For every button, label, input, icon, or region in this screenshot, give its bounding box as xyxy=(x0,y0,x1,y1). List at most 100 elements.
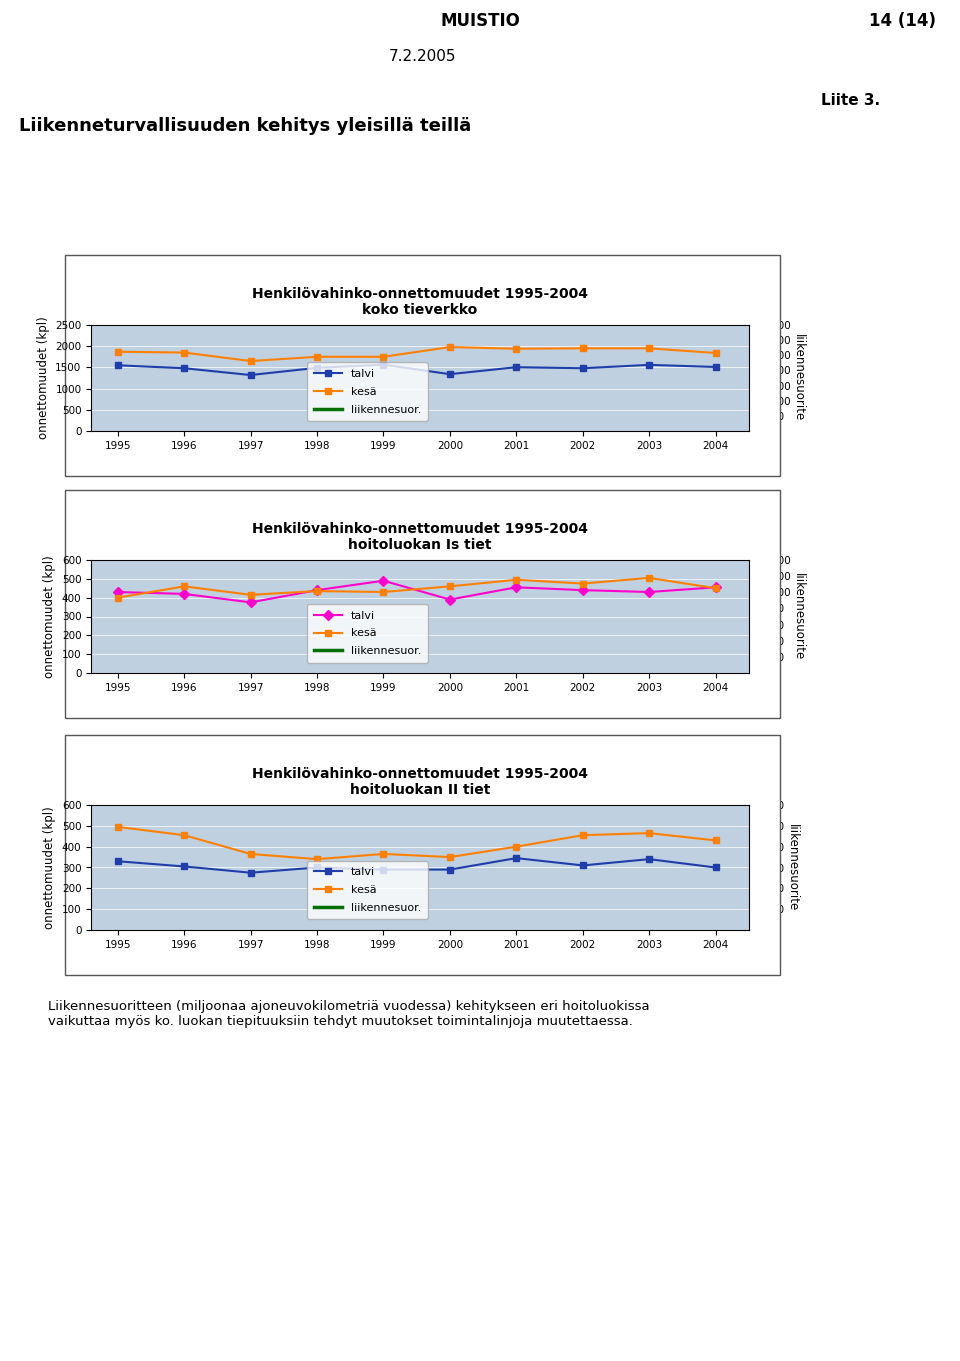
liikennesuor. xyxy=(444,577,456,593)
liikennesuor. xyxy=(311,351,323,367)
talvi xyxy=(377,862,389,878)
talvi xyxy=(511,359,522,376)
Text: MUISTIO: MUISTIO xyxy=(440,11,520,30)
Line: talvi: talvi xyxy=(114,577,719,606)
kesä xyxy=(179,578,190,595)
kesä xyxy=(377,845,389,862)
talvi xyxy=(112,584,124,600)
talvi xyxy=(643,357,655,373)
kesä xyxy=(444,339,456,355)
kesä xyxy=(643,340,655,357)
Y-axis label: liikennesuorite: liikennesuorite xyxy=(785,823,799,911)
liikennesuor. xyxy=(577,569,588,585)
Text: Liikenneturvallisuuden kehitys yleisillä teillä: Liikenneturvallisuuden kehitys yleisillä… xyxy=(19,117,471,135)
talvi xyxy=(179,361,190,377)
kesä xyxy=(643,570,655,587)
liikennesuor. xyxy=(112,361,124,377)
Text: Liikennesuoritteen (miljoonaa ajoneuvokilometriä vuodessa) kehitykseen eri hoito: Liikennesuoritteen (miljoonaa ajoneuvoki… xyxy=(48,1000,650,1028)
liikennesuor. xyxy=(444,343,456,359)
talvi xyxy=(709,359,721,376)
liikennesuor. xyxy=(377,347,389,363)
kesä xyxy=(112,819,124,836)
talvi xyxy=(444,366,456,382)
kesä xyxy=(577,827,588,844)
liikennesuor. xyxy=(643,818,655,834)
liikennesuor. xyxy=(112,592,124,608)
talvi xyxy=(245,864,256,881)
kesä xyxy=(311,348,323,365)
Text: 14 (14): 14 (14) xyxy=(869,11,936,30)
Text: Liite 3.: Liite 3. xyxy=(821,93,880,108)
liikennesuor. xyxy=(577,822,588,838)
kesä xyxy=(311,851,323,867)
kesä xyxy=(709,580,721,596)
Line: talvi: talvi xyxy=(114,855,719,876)
Legend: talvi, kesä, liikennesuor.: talvi, kesä, liikennesuor. xyxy=(307,860,427,920)
kesä xyxy=(245,352,256,369)
Title: Henkilövahinko-onnettomuudet 1995-2004
hoitoluokan II tiet: Henkilövahinko-onnettomuudet 1995-2004 h… xyxy=(252,766,588,798)
talvi xyxy=(311,859,323,875)
Legend: talvi, kesä, liikennesuor.: talvi, kesä, liikennesuor. xyxy=(307,362,427,421)
liikennesuor. xyxy=(377,827,389,844)
liikennesuor. xyxy=(444,826,456,842)
liikennesuor. xyxy=(179,358,190,374)
talvi xyxy=(179,585,190,602)
kesä xyxy=(245,587,256,603)
liikennesuor. xyxy=(709,559,721,576)
kesä xyxy=(179,344,190,361)
liikennesuor. xyxy=(511,338,522,354)
talvi xyxy=(179,859,190,875)
kesä xyxy=(643,825,655,841)
Y-axis label: onnettomuudet (kpl): onnettomuudet (kpl) xyxy=(43,555,57,678)
talvi xyxy=(709,580,721,596)
liikennesuor. xyxy=(577,332,588,348)
Line: liikennesuor.: liikennesuor. xyxy=(118,331,715,369)
kesä xyxy=(577,576,588,592)
Y-axis label: liikennesuorite: liikennesuorite xyxy=(792,335,805,422)
liikennesuor. xyxy=(511,823,522,840)
Title: Henkilövahinko-onnettomuudet 1995-2004
hoitoluokan Is tiet: Henkilövahinko-onnettomuudet 1995-2004 h… xyxy=(252,521,588,553)
talvi xyxy=(377,357,389,373)
kesä xyxy=(179,827,190,844)
Line: kesä: kesä xyxy=(114,574,719,602)
kesä xyxy=(112,589,124,606)
liikennesuor. xyxy=(245,355,256,372)
Y-axis label: liikennesuorite: liikennesuorite xyxy=(792,573,805,660)
Line: talvi: talvi xyxy=(114,361,719,378)
talvi xyxy=(245,367,256,384)
kesä xyxy=(577,340,588,357)
kesä xyxy=(511,838,522,855)
talvi xyxy=(643,584,655,600)
Line: liikennesuor.: liikennesuor. xyxy=(118,568,715,600)
liikennesuor. xyxy=(709,818,721,834)
talvi xyxy=(245,595,256,611)
talvi xyxy=(444,862,456,878)
talvi xyxy=(444,592,456,608)
liikennesuor. xyxy=(709,323,721,339)
Line: kesä: kesä xyxy=(114,823,719,863)
kesä xyxy=(311,583,323,599)
Y-axis label: onnettomuudet (kpl): onnettomuudet (kpl) xyxy=(43,806,57,928)
talvi xyxy=(577,583,588,599)
talvi xyxy=(511,851,522,867)
talvi xyxy=(511,580,522,596)
talvi xyxy=(577,857,588,874)
talvi xyxy=(709,859,721,875)
kesä xyxy=(709,832,721,848)
liikennesuor. xyxy=(179,825,190,841)
kesä xyxy=(377,348,389,365)
kesä xyxy=(245,845,256,862)
talvi xyxy=(577,361,588,377)
kesä xyxy=(709,344,721,361)
Line: liikennesuor.: liikennesuor. xyxy=(118,815,715,836)
Title: Henkilövahinko-onnettomuudet 1995-2004
koko tieverkko: Henkilövahinko-onnettomuudet 1995-2004 k… xyxy=(252,287,588,317)
talvi xyxy=(311,359,323,376)
liikennesuor. xyxy=(179,589,190,606)
kesä xyxy=(444,578,456,595)
liikennesuor. xyxy=(112,807,124,823)
Legend: talvi, kesä, liikennesuor.: talvi, kesä, liikennesuor. xyxy=(307,604,427,663)
kesä xyxy=(511,340,522,357)
liikennesuor. xyxy=(511,573,522,589)
talvi xyxy=(112,853,124,870)
Text: 7.2.2005: 7.2.2005 xyxy=(389,49,456,64)
